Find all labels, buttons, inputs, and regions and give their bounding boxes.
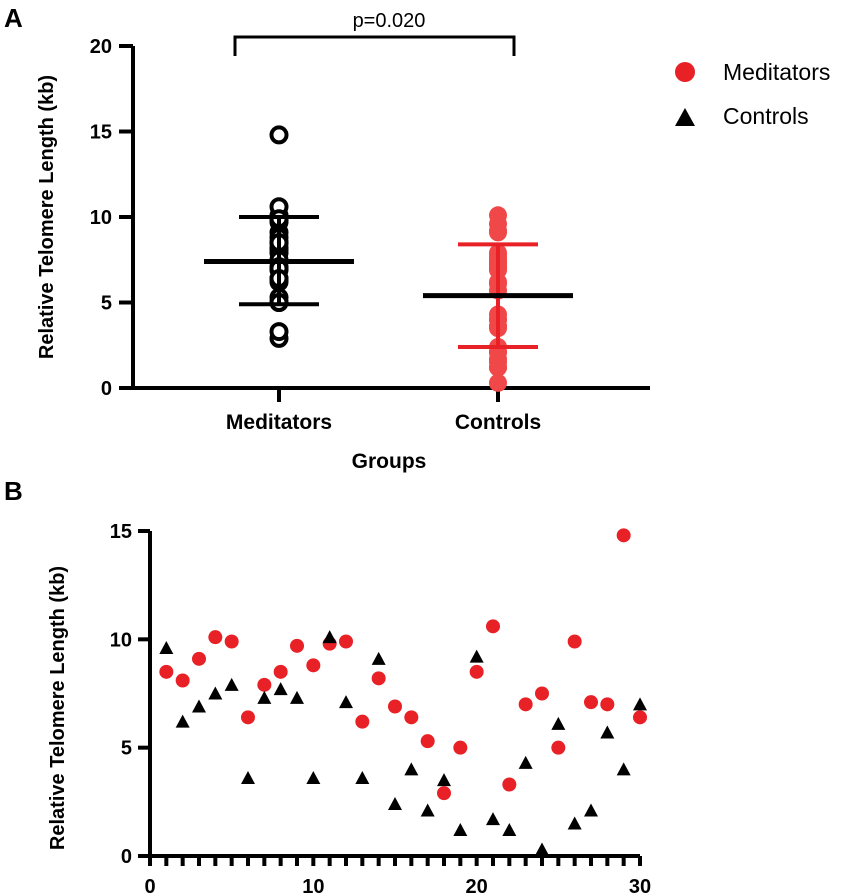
controls-point bbox=[159, 641, 174, 654]
meditators-point bbox=[224, 634, 239, 649]
meditators-point bbox=[453, 740, 468, 755]
meditators-point bbox=[273, 664, 288, 679]
controls-point bbox=[192, 699, 206, 713]
legend-meditators-marker bbox=[675, 62, 695, 82]
p-value-annotation: p=0.020 bbox=[353, 10, 426, 32]
meditators-point bbox=[371, 671, 386, 686]
panel-a-x-axis-label: Groups bbox=[352, 450, 427, 473]
controls-point bbox=[502, 823, 517, 836]
controls-point bbox=[584, 803, 598, 817]
legend: Meditators Controls bbox=[675, 59, 830, 129]
meditators-point bbox=[306, 658, 321, 673]
controls-point bbox=[567, 816, 582, 830]
legend-controls-label: Controls bbox=[723, 103, 809, 129]
panel-b-label: B bbox=[4, 476, 23, 506]
y-tick-label: 15 bbox=[90, 122, 112, 144]
y-tick-label: 10 bbox=[90, 207, 112, 229]
meditators-point bbox=[551, 740, 566, 755]
controls-point bbox=[388, 797, 402, 810]
x-category-label: Controls bbox=[455, 411, 541, 434]
controls-point bbox=[518, 755, 533, 769]
meditators-point bbox=[192, 651, 206, 666]
meditators-point bbox=[420, 734, 435, 749]
meditators-point bbox=[535, 686, 549, 701]
controls-point bbox=[535, 842, 549, 856]
controls-point bbox=[486, 812, 500, 826]
legend-meditators-label: Meditators bbox=[723, 59, 830, 85]
x-tick-label: 30 bbox=[629, 876, 651, 896]
meditators-point bbox=[159, 664, 174, 679]
meditators-point bbox=[175, 673, 190, 688]
panel-b-chart: 0 5 10 15 0 10 20 30 Relative Telomere Length (… bbox=[47, 521, 651, 896]
meditators-point bbox=[600, 697, 615, 712]
x-category-label: Meditators bbox=[226, 411, 332, 434]
y-tick-label: 20 bbox=[90, 36, 112, 58]
meditators-point bbox=[355, 714, 370, 729]
controls-point bbox=[437, 773, 451, 787]
meditators-point bbox=[257, 677, 272, 692]
significance-bracket: p=0.020 bbox=[233, 10, 516, 56]
meditators-point bbox=[633, 710, 647, 725]
meditators-point bbox=[616, 528, 631, 543]
meditators-point bbox=[584, 695, 598, 710]
panel-a-point-meditators bbox=[269, 322, 289, 342]
meditators-point bbox=[567, 634, 582, 649]
panel-a-point-controls bbox=[489, 221, 507, 240]
controls-point bbox=[616, 762, 631, 776]
meditators-point bbox=[388, 699, 402, 714]
meditators-point bbox=[437, 786, 451, 801]
y-tick-label: 10 bbox=[110, 629, 132, 651]
panel-a-point-meditators bbox=[269, 125, 289, 145]
x-tick-label: 20 bbox=[466, 876, 488, 896]
controls-point bbox=[290, 690, 304, 704]
controls-point bbox=[371, 651, 386, 665]
controls-point bbox=[453, 823, 468, 836]
controls-point bbox=[633, 697, 647, 711]
controls-point bbox=[175, 714, 190, 728]
meditators-point bbox=[290, 638, 304, 653]
controls-point bbox=[224, 677, 239, 691]
controls-point bbox=[469, 649, 484, 663]
meditators-point bbox=[339, 634, 353, 649]
controls-point bbox=[241, 771, 255, 784]
meditators-point bbox=[469, 664, 484, 679]
panel-a-chart: 0 5 10 15 20 Meditators Controls p=0.020 Rela… bbox=[36, 10, 650, 473]
controls-point bbox=[420, 803, 435, 817]
meditators-point bbox=[502, 777, 517, 792]
controls-point bbox=[208, 686, 223, 700]
panel-a-y-axis-label: Relative Telomere Length (kb) bbox=[36, 75, 58, 359]
panel-a-point-controls bbox=[489, 373, 507, 392]
panel-a-point-controls bbox=[489, 206, 507, 225]
controls-point bbox=[322, 630, 337, 644]
x-tick-label: 10 bbox=[302, 876, 324, 896]
meditators-point bbox=[486, 619, 500, 634]
controls-point bbox=[339, 695, 353, 709]
meditators-point bbox=[208, 630, 223, 645]
controls-point bbox=[600, 725, 615, 739]
controls-point bbox=[404, 762, 419, 776]
controls-point bbox=[306, 771, 321, 784]
controls-point bbox=[257, 690, 272, 704]
controls-point bbox=[355, 771, 370, 784]
controls-point bbox=[273, 682, 288, 696]
x-tick-label: 0 bbox=[144, 876, 155, 896]
y-tick-label: 15 bbox=[110, 521, 132, 543]
meditators-point bbox=[241, 710, 255, 725]
controls-point bbox=[551, 716, 566, 730]
y-tick-label: 5 bbox=[101, 293, 112, 315]
panel-b-y-axis-label: Relative Telomere Length (kb) bbox=[47, 566, 69, 850]
y-tick-label: 0 bbox=[101, 378, 112, 400]
y-tick-label: 5 bbox=[121, 738, 132, 760]
legend-controls-marker bbox=[675, 108, 695, 126]
panel-a-label: A bbox=[4, 3, 23, 33]
meditators-point bbox=[404, 710, 419, 725]
y-tick-label: 0 bbox=[121, 846, 132, 868]
meditators-point bbox=[518, 697, 533, 712]
